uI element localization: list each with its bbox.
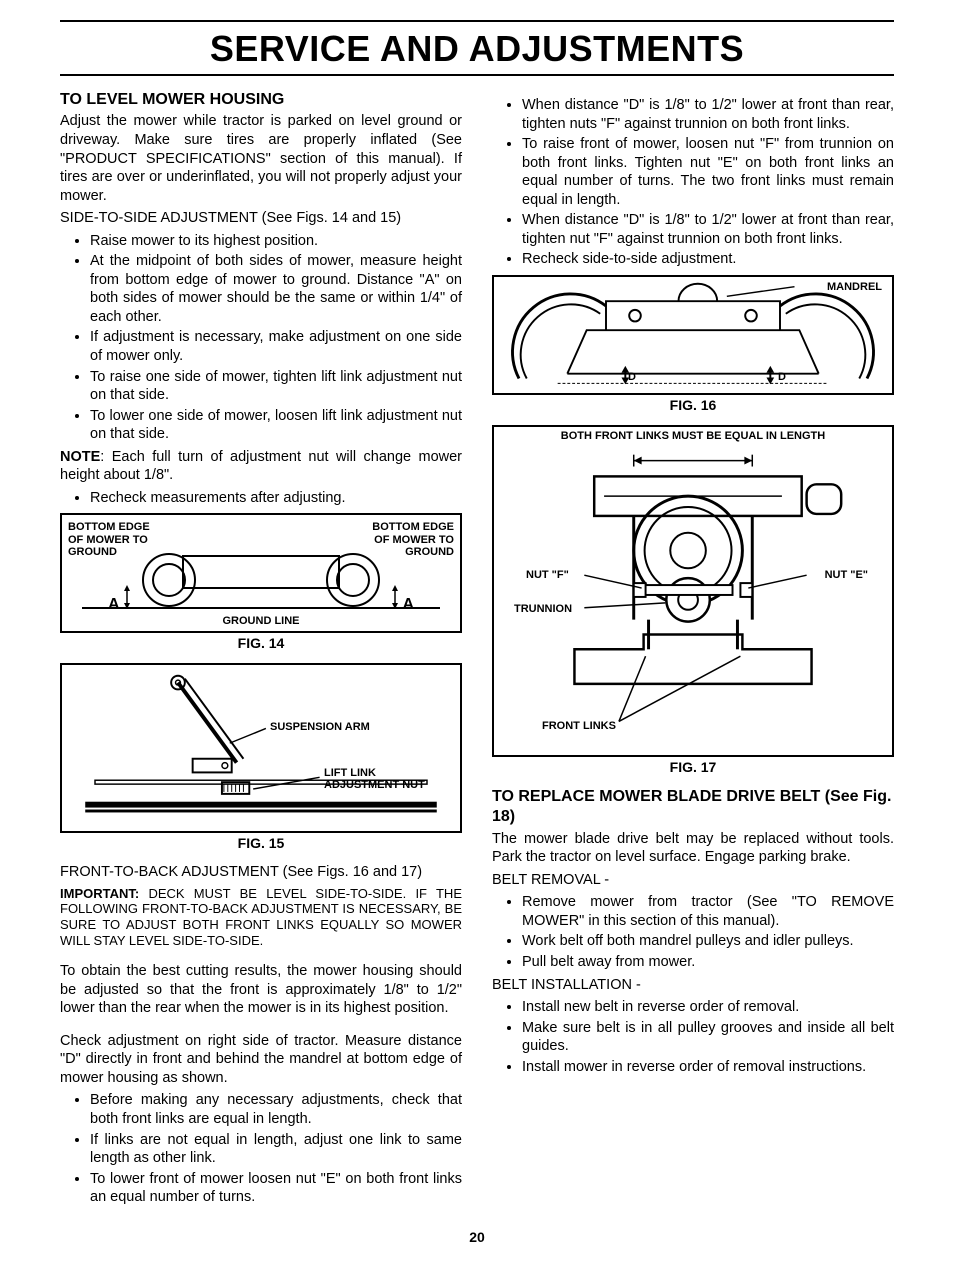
list-item: Install new belt in reverse order of rem… <box>522 998 894 1017</box>
list-belt-install: Install new belt in reverse order of rem… <box>492 998 894 1076</box>
note-label: NOTE <box>60 449 100 465</box>
list-item: When distance "D" is 1/8" to 1/2" lower … <box>522 96 894 133</box>
two-column-layout: TO LEVEL MOWER HOUSING Adjust the mower … <box>60 90 894 1211</box>
list-item: Raise mower to its highest position. <box>90 232 462 251</box>
list-item: At the midpoint of both sides of mower, … <box>90 252 462 326</box>
para-belt-intro: The mower blade drive belt may be replac… <box>492 830 894 867</box>
list-item: To raise front of mower, loosen nut "F" … <box>522 135 894 209</box>
list-item: Make sure belt is in all pulley grooves … <box>522 1019 894 1056</box>
list-item: Recheck measurements after adjusting. <box>90 489 462 508</box>
rule-bottom <box>60 74 894 76</box>
list-item: To raise one side of mower, tighten lift… <box>90 368 462 405</box>
fig16-d-right: D <box>778 371 786 383</box>
fig17-svg <box>494 427 892 755</box>
page-title: SERVICE AND ADJUSTMENTS <box>60 28 894 70</box>
fig17-nut-e-label: NUT "E" <box>825 569 868 581</box>
mower-deck-icon <box>182 555 340 589</box>
fig14-label-left: BOTTOM EDGE OF MOWER TO GROUND <box>68 521 168 557</box>
list-item: Work belt off both mandrel pulleys and i… <box>522 932 894 951</box>
page-number: 20 <box>60 1229 894 1245</box>
page: SERVICE AND ADJUSTMENTS TO LEVEL MOWER H… <box>0 0 954 1265</box>
list-front-back: Before making any necessary adjustments,… <box>60 1091 462 1206</box>
fig14-label-right: BOTTOM EDGE OF MOWER TO GROUND <box>354 521 454 557</box>
para-intro: Adjust the mower while tractor is parked… <box>60 112 462 205</box>
note-text: : Each full turn of adjustment nut will … <box>60 449 462 484</box>
rule-top <box>60 20 894 22</box>
fig17-caption: FIG. 17 <box>492 759 894 777</box>
list-item: Pull belt away from mower. <box>522 953 894 972</box>
fig16-caption: FIG. 16 <box>492 397 894 415</box>
para-belt-removal-heading: BELT REMOVAL - <box>492 871 894 890</box>
fig16-d-left: D <box>628 371 636 383</box>
fig17-nut-f-label: NUT "F" <box>526 569 569 581</box>
para-belt-install-heading: BELT INSTALLATION - <box>492 976 894 995</box>
section-heading-replace-belt: TO REPLACE MOWER BLADE DRIVE BELT (See F… <box>492 787 894 828</box>
fig16-mandrel-label: MANDREL <box>827 281 882 293</box>
list-recheck: Recheck measurements after adjusting. <box>60 489 462 508</box>
section-heading-level-housing: TO LEVEL MOWER HOUSING <box>60 90 462 110</box>
list-item: Before making any necessary adjustments,… <box>90 1091 462 1128</box>
list-item: To lower one side of mower, loosen lift … <box>90 407 462 444</box>
list-item: When distance "D" is 1/8" to 1/2" lower … <box>522 211 894 248</box>
figure-15: SUSPENSION ARM LIFT LINK ADJUSTMENT NUT <box>60 663 462 833</box>
figure-16: MANDREL D D <box>492 275 894 395</box>
fig15-suspension-label: SUSPENSION ARM <box>270 721 370 733</box>
list-item: If links are not equal in length, adjust… <box>90 1131 462 1168</box>
figure-17: BOTH FRONT LINKS MUST BE EQUAL IN LENGTH <box>492 425 894 757</box>
ground-line-icon <box>82 607 440 609</box>
note-para: NOTE: Each full turn of adjustment nut w… <box>60 448 462 485</box>
important-label: IMPORTANT: <box>60 886 139 901</box>
fig14-ground-label: GROUND LINE <box>223 615 300 627</box>
list-right-top: When distance "D" is 1/8" to 1/2" lower … <box>492 96 894 269</box>
fig17-header: BOTH FRONT LINKS MUST BE EQUAL IN LENGTH <box>494 430 892 442</box>
arrow-icon <box>122 585 132 609</box>
arrow-icon <box>390 585 400 609</box>
para-frontback-heading: FRONT-TO-BACK ADJUSTMENT (See Figs. 16 a… <box>60 863 462 882</box>
para-check-adjustment: Check adjustment on right side of tracto… <box>60 1032 462 1088</box>
important-para: IMPORTANT: DECK MUST BE LEVEL SIDE-TO-SI… <box>60 886 462 948</box>
fig14-a-right: A <box>402 596 414 614</box>
list-item: Recheck side-to-side adjustment. <box>522 250 894 269</box>
para-side-adj-heading: SIDE-TO-SIDE ADJUSTMENT (See Figs. 14 an… <box>60 209 462 228</box>
list-belt-removal: Remove mower from tractor (See "TO REMOV… <box>492 893 894 971</box>
fig17-trunnion-label: TRUNNION <box>514 603 572 615</box>
list-item: To lower front of mower loosen nut "E" o… <box>90 1170 462 1207</box>
list-item: If adjustment is necessary, make adjustm… <box>90 328 462 365</box>
left-column: TO LEVEL MOWER HOUSING Adjust the mower … <box>60 90 462 1211</box>
fig14-a-left: A <box>108 596 120 614</box>
fig17-frontlinks-label: FRONT LINKS <box>542 720 616 732</box>
list-item: Install mower in reverse order of remova… <box>522 1058 894 1077</box>
list-item: Remove mower from tractor (See "TO REMOV… <box>522 893 894 930</box>
fig15-caption: FIG. 15 <box>60 835 462 853</box>
right-column: When distance "D" is 1/8" to 1/2" lower … <box>492 90 894 1211</box>
para-cutting-results: To obtain the best cutting results, the … <box>60 962 462 1018</box>
list-side-adjustment: Raise mower to its highest position. At … <box>60 232 462 444</box>
fig16-svg <box>494 277 892 393</box>
fig15-liftlink-label: LIFT LINK ADJUSTMENT NUT <box>324 767 444 791</box>
fig14-caption: FIG. 14 <box>60 635 462 653</box>
figure-14: BOTTOM EDGE OF MOWER TO GROUND BOTTOM ED… <box>60 513 462 633</box>
fig15-svg <box>62 665 460 831</box>
